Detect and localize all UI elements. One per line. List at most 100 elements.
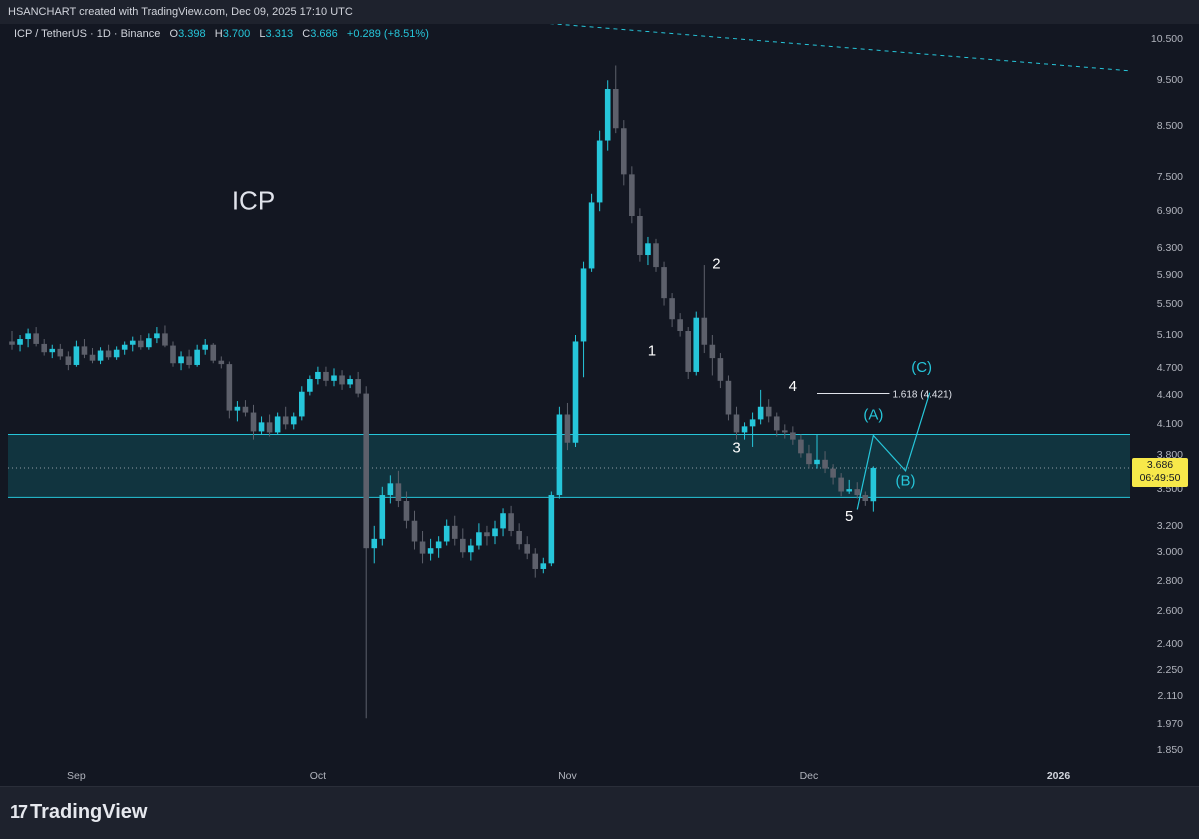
legend-c-label: C bbox=[302, 28, 311, 40]
candle-body bbox=[508, 513, 514, 531]
current-price-label: 3.686 06:49:50 bbox=[1132, 458, 1188, 487]
candle-body bbox=[653, 243, 659, 268]
candle-body bbox=[500, 513, 506, 529]
price-axis[interactable]: 10.500 9.500 8.500 7.500 6.900 6.300 5.900 5.50… bbox=[1130, 24, 1199, 766]
x-tick-label: Nov bbox=[558, 770, 577, 782]
candle-body bbox=[790, 432, 796, 440]
wave-label: (A) bbox=[863, 406, 883, 423]
candle-body bbox=[9, 341, 15, 345]
header-title: HSANCHART created with TradingView.com, … bbox=[8, 6, 353, 18]
candle-body bbox=[749, 419, 756, 427]
footer-bar: 17 TradingView bbox=[0, 786, 1199, 839]
legend-c-value: 3.686 bbox=[310, 28, 338, 40]
candle-body bbox=[105, 350, 112, 358]
candle-body bbox=[49, 348, 56, 353]
candle-body bbox=[733, 414, 740, 433]
current-price-value: 3.686 bbox=[1146, 459, 1174, 471]
header-bar: HSANCHART created with TradingView.com, … bbox=[0, 0, 1199, 24]
candle-body bbox=[81, 346, 88, 355]
x-tick-label: Dec bbox=[799, 770, 819, 782]
candle-body bbox=[299, 391, 305, 417]
chart-annotation-title: ICP bbox=[232, 185, 275, 215]
candle-body bbox=[645, 243, 651, 256]
brand-name: TradingView bbox=[30, 801, 148, 823]
candle-body bbox=[307, 379, 313, 392]
legend-h-label: H bbox=[214, 28, 223, 40]
wave-label: 5 bbox=[845, 508, 853, 525]
candle-body bbox=[476, 532, 482, 546]
candle-body bbox=[339, 375, 345, 385]
y-tick-label: 2.250 bbox=[1156, 664, 1183, 677]
candle-body bbox=[427, 548, 434, 554]
candle-body bbox=[846, 489, 852, 492]
y-tick-label: 6.900 bbox=[1156, 205, 1183, 218]
candle-body bbox=[596, 140, 603, 203]
chart-area[interactable]: 1.618 (4.421) 1 2 3 4 5 (A) (B) (C) ICP bbox=[8, 24, 1131, 766]
candle-body bbox=[113, 349, 120, 358]
y-tick-label: 8.500 bbox=[1156, 119, 1183, 132]
candle-body bbox=[782, 430, 788, 433]
tradingview-logo-icon: 17 bbox=[10, 802, 28, 822]
y-tick-label: 6.300 bbox=[1156, 242, 1183, 255]
candle-body bbox=[564, 414, 571, 443]
candle-body bbox=[250, 412, 257, 432]
candle-body bbox=[186, 356, 192, 365]
y-tick-label: 1.850 bbox=[1156, 744, 1183, 757]
candle-body bbox=[637, 215, 643, 256]
elliott-projection-path bbox=[856, 392, 931, 510]
candle-body bbox=[516, 530, 522, 545]
candle-body bbox=[33, 333, 39, 344]
candle-body bbox=[580, 268, 587, 342]
legend-l-value: 3.313 bbox=[265, 28, 294, 40]
candle-body bbox=[73, 346, 80, 365]
candle-body bbox=[443, 525, 450, 542]
y-tick-label: 2.110 bbox=[1157, 690, 1184, 703]
candle-body bbox=[395, 483, 402, 502]
candle-body bbox=[242, 406, 249, 413]
tradingview-brand[interactable]: 17 TradingView bbox=[10, 801, 147, 824]
candle-body bbox=[621, 128, 627, 175]
candle-body bbox=[25, 333, 31, 340]
candle-body bbox=[773, 416, 780, 431]
candle-body bbox=[379, 495, 386, 539]
candle-body bbox=[806, 453, 812, 465]
candle-body bbox=[419, 541, 426, 554]
wave-label: 3 bbox=[732, 439, 740, 456]
candle-body bbox=[331, 375, 337, 381]
y-tick-label: 4.700 bbox=[1156, 362, 1183, 375]
time-axis[interactable]: Sep Oct Nov Dec 2026 bbox=[8, 766, 1130, 786]
candle-body bbox=[226, 364, 233, 411]
candle-body bbox=[468, 545, 474, 553]
wave-label: 1 bbox=[648, 343, 656, 360]
candle-body bbox=[629, 174, 635, 216]
candle-body bbox=[178, 356, 184, 364]
candle-body bbox=[661, 267, 667, 299]
candle-body bbox=[862, 495, 869, 502]
legend-symbol: ICP / TetherUS · 1D · Binance bbox=[14, 28, 161, 40]
y-tick-label: 4.400 bbox=[1156, 389, 1183, 402]
wave-label: 2 bbox=[712, 255, 720, 272]
candle-body bbox=[822, 459, 828, 469]
candle-body bbox=[709, 344, 716, 359]
chart-svg[interactable]: 1.618 (4.421) 1 2 3 4 5 (A) (B) (C) ICP bbox=[8, 24, 1130, 766]
resistance-trendline bbox=[549, 24, 1130, 72]
candle-body bbox=[121, 344, 128, 350]
candle-body bbox=[741, 426, 748, 433]
legend-o-value: 3.398 bbox=[178, 28, 206, 40]
legend-h-value: 3.700 bbox=[222, 28, 251, 40]
candle-body bbox=[798, 439, 804, 454]
candle-body bbox=[701, 317, 708, 345]
candle-body bbox=[556, 414, 563, 496]
y-tick-label: 9.500 bbox=[1156, 74, 1183, 87]
candle-body bbox=[814, 459, 820, 465]
legend-o-label: O bbox=[169, 28, 179, 40]
candle-body bbox=[870, 467, 877, 502]
y-tick-label: 3.200 bbox=[1156, 519, 1183, 532]
y-tick-label: 5.500 bbox=[1156, 298, 1183, 311]
candle-body bbox=[282, 416, 289, 425]
candle-body bbox=[757, 406, 764, 420]
candle-body bbox=[492, 528, 498, 537]
candle-body bbox=[725, 380, 732, 415]
fib-extension-label: 1.618 (4.421) bbox=[892, 389, 952, 400]
candle-body bbox=[138, 340, 144, 348]
